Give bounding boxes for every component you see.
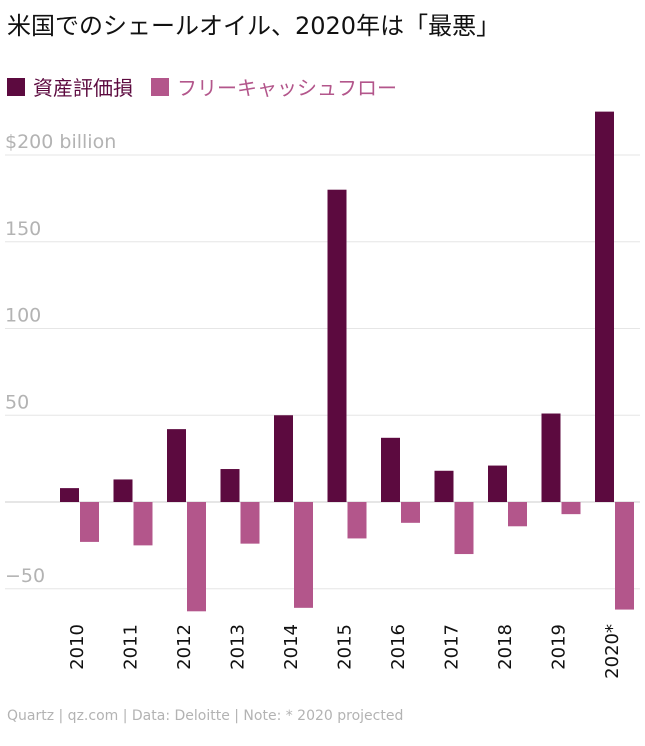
legend-swatch-free-cash-flow <box>151 77 169 96</box>
bar-free-cash-flow <box>615 502 634 610</box>
bar-asset-impairment <box>167 429 186 502</box>
bar-chart: $200 billion 150 100 50 −50 2010 2011 2012 2013 2… <box>5 111 640 679</box>
x-tick-label: 2020* <box>602 624 623 679</box>
y-tick-label: 100 <box>5 305 41 327</box>
bar-free-cash-flow <box>294 502 313 608</box>
x-tick-label: 2016 <box>388 624 409 670</box>
legend-item-free-cash-flow: フリーキャッシュフロー <box>151 72 397 101</box>
bar-asset-impairment <box>274 415 293 502</box>
bar-asset-impairment <box>595 111 614 502</box>
x-tick-label: 2019 <box>549 624 570 670</box>
bar-asset-impairment <box>60 488 79 502</box>
x-tick-label: 2012 <box>174 624 195 670</box>
legend: 資産評価損 フリーキャッシュフロー <box>7 72 415 101</box>
x-tick-label: 2015 <box>335 624 356 670</box>
bar-free-cash-flow <box>454 502 474 555</box>
bar-asset-impairment <box>220 469 240 502</box>
bar-asset-impairment <box>434 470 454 502</box>
bar-free-cash-flow <box>187 502 206 612</box>
x-tick-label: 2013 <box>228 624 249 670</box>
bar-asset-impairment <box>327 189 347 502</box>
bar-free-cash-flow <box>133 502 153 546</box>
bar-free-cash-flow <box>508 502 527 527</box>
y-tick-label: $200 billion <box>5 131 116 153</box>
y-tick-label: −50 <box>5 565 45 587</box>
bar-free-cash-flow <box>401 502 420 523</box>
chart-title: 米国でのシェールオイル、2020年は「最悪」 <box>7 12 501 40</box>
x-tick-label: 2010 <box>67 624 88 670</box>
source-note: Quartz | qz.com | Data: Deloitte | Note:… <box>7 708 404 724</box>
x-tick-label: 2017 <box>442 624 463 670</box>
x-tick-label: 2011 <box>121 624 142 670</box>
bar-asset-impairment <box>381 437 400 502</box>
bar-free-cash-flow <box>240 502 260 544</box>
bar-asset-impairment <box>488 465 507 502</box>
legend-item-asset-impairment: 資産評価損 <box>7 72 133 101</box>
legend-label-asset-impairment: 資産評価損 <box>33 76 133 100</box>
legend-swatch-asset-impairment <box>7 77 25 96</box>
bar-free-cash-flow <box>347 502 367 539</box>
legend-label-free-cash-flow: フリーキャッシュフロー <box>177 76 397 100</box>
y-tick-label: 50 <box>5 391 29 413</box>
y-tick-label: 150 <box>5 218 41 240</box>
x-tick-label: 2018 <box>495 624 516 670</box>
x-tick-label: 2014 <box>281 624 302 670</box>
bar-free-cash-flow <box>80 502 99 542</box>
bar-free-cash-flow <box>561 502 581 515</box>
bar-asset-impairment <box>541 413 561 502</box>
bar-asset-impairment <box>113 479 133 502</box>
